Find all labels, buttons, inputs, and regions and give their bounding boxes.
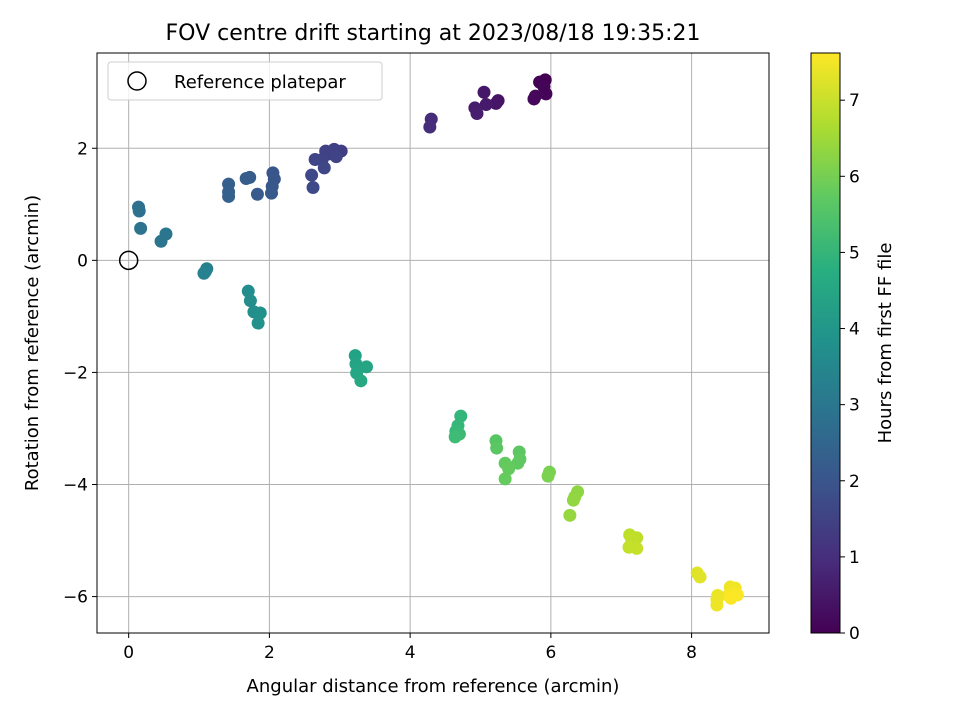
colorbar-gradient — [810, 52, 841, 634]
data-point-5 — [527, 92, 541, 106]
data-point-9 — [479, 98, 493, 112]
data-point-46 — [251, 316, 265, 330]
colorbar-tick-label-3: 3 — [849, 396, 860, 416]
x-tick-label-2: 4 — [405, 643, 416, 663]
x-tick-label-4: 8 — [686, 643, 697, 663]
data-point-8 — [477, 85, 491, 99]
reference-layer — [118, 250, 139, 271]
grid-lines — [97, 53, 769, 633]
colorbar-tick-label-1: 1 — [849, 548, 860, 568]
data-point-18 — [329, 150, 343, 164]
x-tick-label-1: 2 — [264, 643, 275, 663]
x-tick-label-3: 6 — [545, 643, 556, 663]
data-point-58 — [490, 441, 504, 455]
data-point-7 — [489, 96, 503, 110]
chart-title: FOV centre drift starting at 2023/08/18 … — [166, 21, 701, 46]
scatter-points — [132, 73, 744, 612]
data-point-27 — [265, 186, 279, 200]
colorbar-label: Hours from first FF file — [875, 243, 896, 444]
data-point-21 — [317, 161, 331, 175]
colorbar-tick-label-5: 5 — [849, 243, 860, 263]
data-point-23 — [306, 180, 320, 194]
data-point-3 — [539, 87, 553, 101]
colorbar-tick-label-7: 7 — [849, 91, 860, 111]
y-tick-label-1: −4 — [63, 475, 88, 495]
legend-entry-reference: Reference platepar — [174, 72, 346, 93]
data-point-69 — [566, 493, 580, 507]
y-tick-label-4: 2 — [77, 139, 88, 159]
data-point-86 — [710, 598, 724, 612]
x-tick-label-0: 0 — [123, 643, 134, 663]
data-point-28 — [250, 187, 264, 201]
legend-box — [107, 61, 383, 101]
data-point-30 — [239, 172, 253, 186]
data-point-22 — [305, 168, 319, 182]
data-point-36 — [134, 221, 148, 235]
data-point-83 — [724, 591, 738, 605]
data-point-51 — [354, 374, 368, 388]
data-point-66 — [541, 469, 555, 483]
x-axis-label: Angular distance from reference (arcmin) — [247, 676, 620, 697]
data-point-64 — [498, 472, 512, 486]
data-point-41 — [197, 266, 211, 280]
data-point-75 — [630, 541, 644, 555]
legend: Reference platepar — [107, 61, 383, 101]
data-point-11 — [470, 107, 484, 121]
data-point-43 — [243, 294, 257, 308]
colorbar-tick-label-4: 4 — [849, 320, 860, 340]
data-point-20 — [308, 152, 322, 166]
data-point-49 — [360, 360, 374, 374]
data-point-45 — [253, 306, 267, 320]
data-point-38 — [154, 234, 168, 248]
colorbar-tick-label-0: 0 — [849, 624, 860, 644]
data-point-56 — [448, 430, 462, 444]
y-tick-label-3: 0 — [77, 251, 88, 271]
reference-platepar-marker — [118, 250, 139, 271]
y-tick-label-2: −2 — [63, 363, 88, 383]
colorbar-ticks: 0 1 2 3 4 5 6 7 — [840, 91, 860, 644]
y-axis-ticks: −6 −4 −2 0 2 — [63, 139, 97, 608]
x-axis-ticks: 0 2 4 6 8 — [123, 633, 697, 663]
y-tick-label-0: −6 — [63, 588, 88, 608]
data-point-77 — [693, 570, 707, 584]
data-point-63 — [502, 462, 516, 476]
colorbar-tick-label-2: 2 — [849, 472, 860, 492]
data-point-70 — [563, 508, 577, 522]
data-point-13 — [423, 120, 437, 134]
colorbar: 0 1 2 3 4 5 6 7 Hours from first FF file — [810, 52, 896, 644]
colorbar-tick-label-6: 6 — [849, 167, 860, 187]
y-axis-label: Rotation from reference (arcmin) — [22, 195, 43, 491]
legend-marker-reference — [127, 71, 147, 91]
plot-frame — [96, 52, 770, 634]
data-point-33 — [222, 189, 236, 203]
data-point-35 — [132, 204, 146, 218]
